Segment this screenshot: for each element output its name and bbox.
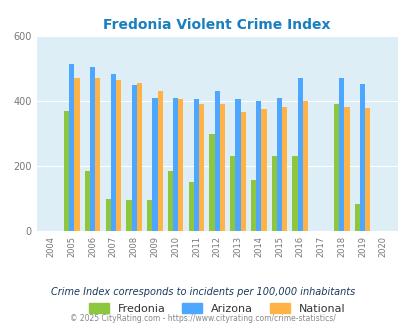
Bar — [193, 99, 198, 231]
Bar — [240, 112, 245, 231]
Text: Crime Index corresponds to incidents per 100,000 inhabitants: Crime Index corresponds to incidents per… — [51, 287, 354, 297]
Bar — [69, 64, 74, 231]
Bar — [74, 79, 79, 231]
Bar — [343, 107, 349, 231]
Bar — [364, 108, 369, 231]
Bar — [271, 156, 276, 231]
Bar — [157, 91, 162, 231]
Bar — [354, 204, 359, 231]
Bar — [188, 182, 193, 231]
Bar — [339, 78, 343, 231]
Bar — [126, 200, 131, 231]
Bar — [136, 83, 142, 231]
Bar — [116, 80, 121, 231]
Bar — [64, 111, 69, 231]
Bar — [90, 67, 95, 231]
Bar — [95, 78, 100, 231]
Bar — [297, 79, 302, 231]
Title: Fredonia Violent Crime Index: Fredonia Violent Crime Index — [103, 18, 330, 32]
Bar — [250, 180, 256, 231]
Bar — [173, 98, 178, 231]
Bar — [359, 84, 364, 231]
Bar — [147, 200, 152, 231]
Bar — [302, 101, 307, 231]
Bar — [131, 85, 136, 231]
Bar — [209, 134, 214, 231]
Bar — [281, 107, 287, 231]
Bar — [152, 98, 157, 231]
Bar — [292, 156, 297, 231]
Bar — [219, 104, 224, 231]
Bar — [333, 104, 339, 231]
Legend: Fredonia, Arizona, National: Fredonia, Arizona, National — [84, 299, 349, 318]
Bar — [261, 109, 266, 231]
Bar — [105, 199, 111, 231]
Bar — [111, 74, 116, 231]
Bar — [198, 104, 204, 231]
Bar — [235, 99, 240, 231]
Bar — [178, 99, 183, 231]
Bar — [168, 171, 173, 231]
Bar — [214, 91, 219, 231]
Bar — [230, 156, 235, 231]
Bar — [276, 98, 281, 231]
Bar — [85, 171, 90, 231]
Bar — [256, 101, 261, 231]
Text: © 2025 CityRating.com - https://www.cityrating.com/crime-statistics/: © 2025 CityRating.com - https://www.city… — [70, 314, 335, 323]
